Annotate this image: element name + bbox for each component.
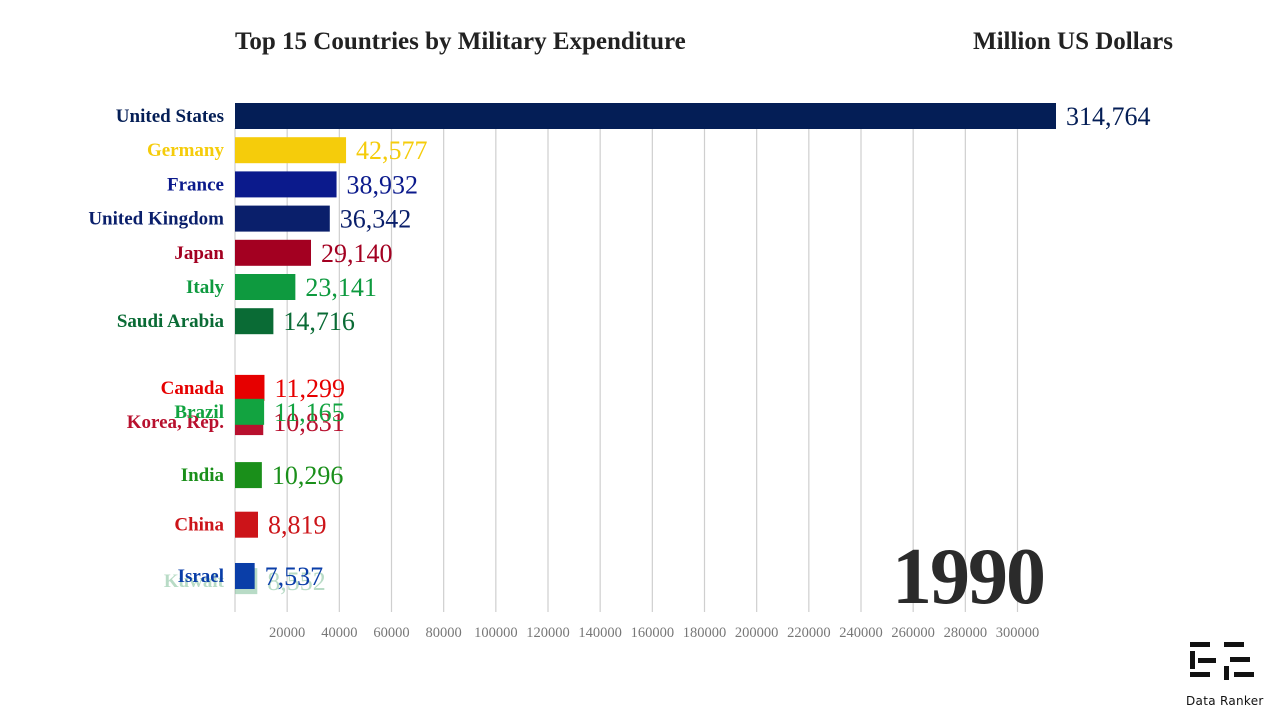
gridlines: [234, 128, 1019, 612]
x-tick-label: 180000: [683, 625, 727, 641]
bars: United States 314,764 Germany 42,577 France 3…: [88, 102, 1150, 596]
x-tick-label: 120000: [526, 625, 570, 641]
bar-category-label: Japan: [174, 243, 224, 264]
bar: [235, 205, 330, 232]
x-tick-label: 280000: [944, 625, 988, 641]
bar-value-label: 11,165: [274, 398, 345, 427]
bar-category-label: Canada: [161, 378, 225, 399]
bar-value-label: 42,577: [356, 136, 428, 165]
bar-group: Brazil 11,165: [174, 398, 344, 427]
bar-value-label: 36,342: [340, 205, 412, 234]
bar-value-label: 29,140: [321, 239, 393, 268]
x-tick-label: 160000: [631, 625, 675, 641]
bar-value-label: 7,537: [265, 562, 324, 591]
x-tick-label: 260000: [891, 625, 935, 641]
bar-value-label: 10,831: [273, 408, 345, 437]
bar-group: Israel 7,537: [178, 562, 324, 591]
bar-value-label: 8,819: [268, 511, 327, 540]
bar: [235, 137, 347, 164]
bar-group: Canada 11,299: [161, 374, 345, 403]
bar: [235, 374, 265, 401]
bar: [235, 308, 274, 335]
bar-category-label: France: [167, 174, 224, 195]
bar-category-label: United States: [116, 106, 224, 127]
bar: [235, 562, 255, 589]
bar-group: Germany 42,577: [147, 136, 428, 165]
x-tick-label: 240000: [839, 625, 883, 641]
bar-category-label: Italy: [186, 277, 225, 298]
x-tick-label: 200000: [735, 625, 779, 641]
bar-category-label: China: [174, 515, 224, 536]
bar: [235, 103, 1056, 129]
data-ranker-logo-icon: [1190, 642, 1254, 680]
bar-group: Italy 23,141: [186, 273, 377, 302]
bar: [235, 239, 312, 266]
x-tick-label: 20000: [269, 625, 305, 641]
bar: [235, 171, 337, 198]
x-tick-label: 220000: [787, 625, 831, 641]
x-tick-label: 300000: [996, 625, 1040, 641]
x-tick-label: 60000: [373, 625, 409, 641]
bar-value-label: 38,932: [347, 170, 419, 199]
bar-category-label: Korea, Rep.: [127, 412, 224, 433]
bar: [235, 462, 262, 489]
brand-name: Data Ranker: [1186, 694, 1264, 708]
bar-value-label: 8,552: [267, 567, 326, 596]
unit-label: Million US Dollars: [972, 28, 1173, 55]
bar-group: United States 314,764: [116, 102, 1151, 131]
bar-group: Japan 29,140: [174, 239, 392, 268]
bar-value-label: 14,716: [283, 307, 355, 336]
bar-category-label: Kuwait: [164, 571, 225, 592]
bar: [235, 511, 259, 538]
bar-category-label: Saudi Arabia: [117, 311, 225, 332]
bar-group: Saudi Arabia 14,716: [117, 307, 355, 336]
x-tick-label: 80000: [426, 625, 462, 641]
bar: [235, 274, 296, 300]
bar-value-label: 23,141: [305, 273, 377, 302]
bar-value-label: 11,299: [274, 374, 345, 403]
bar-category-label: Israel: [178, 566, 224, 587]
x-tick-label: 40000: [321, 625, 357, 641]
x-tick-label: 140000: [578, 625, 622, 641]
bar-category-label: United Kingdom: [88, 209, 224, 230]
bar-category-label: India: [181, 465, 225, 486]
bar-category-label: Germany: [147, 140, 225, 161]
bar: [235, 398, 265, 425]
bar-group: China 8,819: [174, 511, 326, 540]
chart-title: Top 15 Countries by Military Expenditure: [235, 28, 686, 55]
x-tick-label: 100000: [474, 625, 518, 641]
bar-group: India 10,296: [181, 461, 344, 490]
year-label: 1990: [892, 533, 1046, 621]
bar-group: France 38,932: [167, 170, 418, 199]
x-axis-ticks: 20000 40000 60000 80000 100000 120000 140000 16…: [269, 625, 1039, 641]
bar-value-label: 10,296: [272, 461, 344, 490]
bar-category-label: Brazil: [174, 402, 224, 423]
bar-group: United Kingdom 36,342: [88, 205, 411, 234]
bar-value-label: 314,764: [1066, 102, 1151, 131]
